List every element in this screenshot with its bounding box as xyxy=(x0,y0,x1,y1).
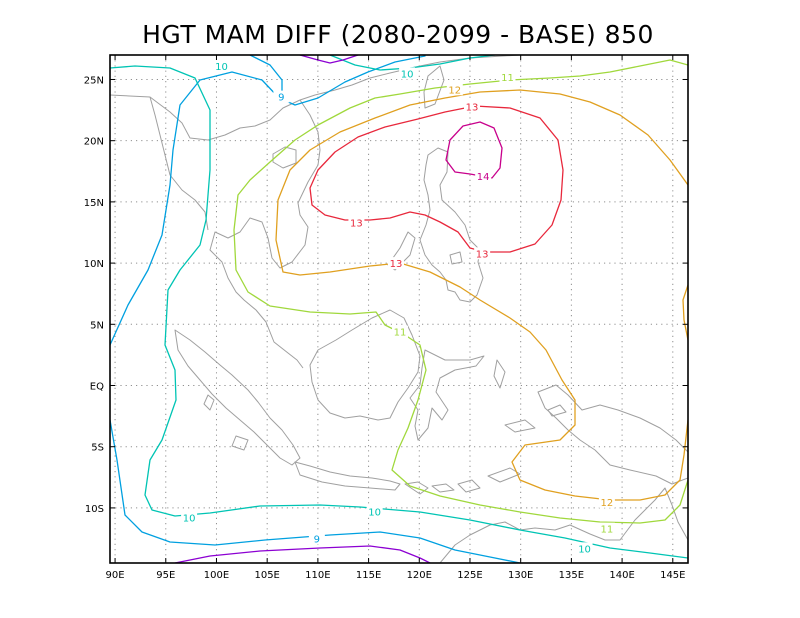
contour-label-background xyxy=(598,522,615,535)
contour-label: 13 xyxy=(466,102,479,113)
contour-label: 10 xyxy=(578,544,591,555)
contour-12-ring xyxy=(275,89,688,501)
coastline-mainland xyxy=(110,55,521,369)
contour-label: 12 xyxy=(448,85,461,96)
coastline-sumatra xyxy=(174,329,301,466)
contour-label: 14 xyxy=(477,172,490,183)
axis-ticks xyxy=(110,55,688,563)
axis-labels: 90E 95E 100E 105E 110E 115E 120E 125E 130E 135E 14… xyxy=(84,75,686,581)
coastline-java xyxy=(294,461,401,491)
contour-label-background xyxy=(576,542,593,555)
coastline-sulawesi xyxy=(409,349,485,441)
lon-tick-label: 125E xyxy=(457,570,482,581)
contour-label-background xyxy=(446,83,463,96)
contour-label-background xyxy=(273,90,290,103)
contour-label-background xyxy=(366,505,383,518)
contour-label: 9 xyxy=(278,93,284,104)
contour-label: 13 xyxy=(350,219,363,230)
contour-12-east xyxy=(682,284,688,341)
lon-tick-label: 105E xyxy=(254,570,279,581)
lon-tick-label: 140E xyxy=(609,570,634,581)
lon-tick-label: 90E xyxy=(106,570,125,581)
contour-lines xyxy=(110,55,688,563)
contour-label: 13 xyxy=(390,259,403,270)
coastline-taiwan xyxy=(423,65,445,109)
contour-label: 10 xyxy=(183,514,196,525)
map-title: HGT MAM DIFF (2080-2099 - BASE) 850 xyxy=(142,20,654,49)
coastline-small-islands xyxy=(203,251,463,451)
contour-label: 13 xyxy=(476,249,489,260)
contour-9-north xyxy=(110,55,426,346)
contour-label-background xyxy=(598,495,615,508)
contour-label: 9 xyxy=(314,535,320,546)
lat-tick-label: 5N xyxy=(90,320,104,331)
contour-label-background xyxy=(181,511,198,524)
contour-label: 12 xyxy=(601,498,614,509)
contour-13-ring xyxy=(309,105,564,253)
contour-label: 11 xyxy=(601,525,614,536)
coastline-new-guinea xyxy=(537,384,688,485)
lon-tick-label: 135E xyxy=(559,570,584,581)
coastline-philippines xyxy=(387,147,484,303)
contour-10-north xyxy=(110,65,688,559)
contour-label-background xyxy=(387,257,404,270)
contour-label: 10 xyxy=(215,62,228,73)
contour-label-background xyxy=(499,71,516,84)
contour-purple-south xyxy=(174,545,431,563)
contour-label-background xyxy=(392,325,409,338)
contour-label-background xyxy=(474,247,491,260)
lon-tick-label: 110E xyxy=(305,570,330,581)
map-frame xyxy=(109,54,689,564)
lat-tick-label: 10N xyxy=(84,259,104,270)
lon-tick-label: 120E xyxy=(407,570,432,581)
coastline-hainan xyxy=(272,146,297,169)
contour-label-background xyxy=(348,216,365,229)
contour-9-south xyxy=(110,419,521,563)
contour-label: 11 xyxy=(501,73,514,84)
contour-label-background xyxy=(308,532,325,545)
contour-label-background xyxy=(464,100,481,113)
contour-14-ring xyxy=(445,121,503,179)
coastline-borneo xyxy=(309,309,421,421)
map-gridlines xyxy=(110,55,688,563)
lon-tick-label: 115E xyxy=(356,570,381,581)
lat-tick-label: EQ xyxy=(90,382,104,393)
contour-label: 10 xyxy=(368,508,381,519)
lon-tick-label: 100E xyxy=(204,570,229,581)
lon-tick-label: 145E xyxy=(660,570,685,581)
lat-tick-label: 15N xyxy=(84,198,104,209)
lon-tick-label: 95E xyxy=(156,570,175,581)
coastline-burma xyxy=(149,96,209,231)
contour-9-north-inner xyxy=(249,55,283,93)
coastline-lesser-sunda xyxy=(404,467,521,495)
contour-label-background xyxy=(475,170,492,183)
lon-tick-label: 130E xyxy=(508,570,533,581)
coastlines xyxy=(110,55,688,563)
coastline-moluccas xyxy=(493,359,567,433)
lat-tick-label: 10S xyxy=(85,504,104,515)
contour-label: 11 xyxy=(394,328,407,339)
coastline-australia xyxy=(439,487,688,563)
contour-label-background xyxy=(213,60,230,73)
lat-tick-label: 20N xyxy=(84,137,104,148)
contour-purple-north xyxy=(299,55,359,64)
contour-labels: 10 9 10 11 12 13 14 13 13 13 11 12 10 10 11 9 10 xyxy=(181,60,615,555)
lat-tick-label: 25N xyxy=(84,75,104,86)
contour-label-background xyxy=(399,67,416,80)
contour-11-ring xyxy=(233,59,688,524)
lat-tick-label: 5S xyxy=(91,443,104,454)
contour-label: 10 xyxy=(401,69,414,80)
